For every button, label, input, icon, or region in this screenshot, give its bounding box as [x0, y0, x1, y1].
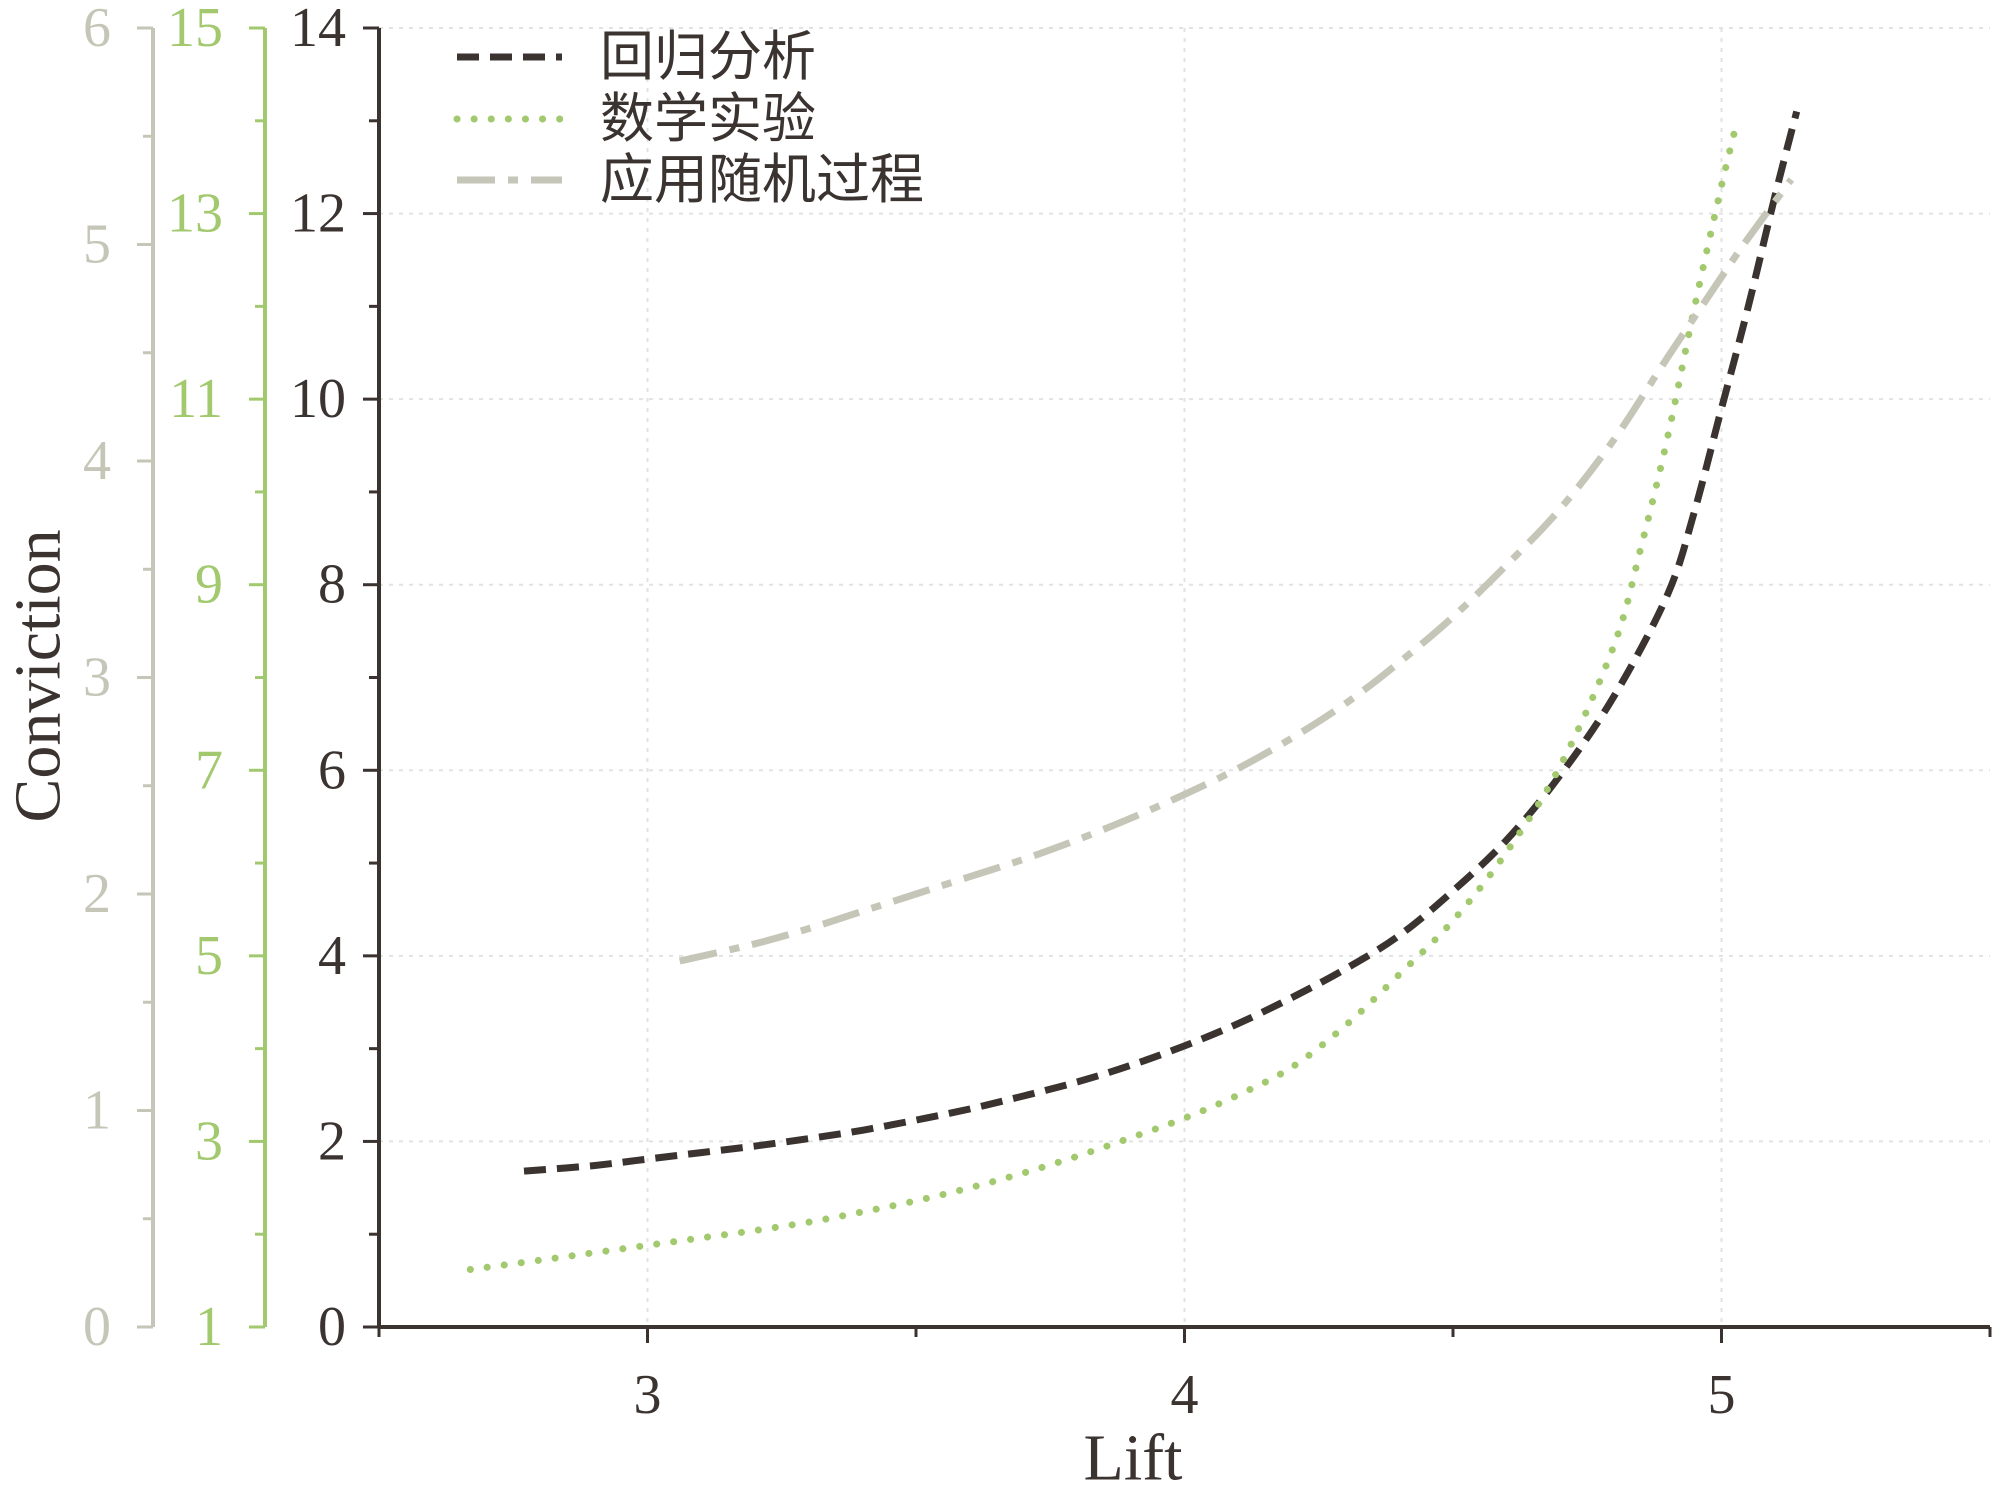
y-tick-label: 4 [83, 430, 111, 492]
y-tick-label: 14 [290, 0, 346, 59]
y-axis-1: 0 2 4 6 8 10 12 14 [290, 0, 381, 1358]
y-tick-label: 10 [290, 368, 346, 430]
y-tick-label: 8 [318, 554, 346, 616]
y-tick-label: 2 [83, 863, 111, 925]
y-tick-label: 11 [169, 368, 223, 430]
legend-label: 应用随机过程 [600, 150, 924, 210]
y-tick-label: 1 [195, 1296, 223, 1358]
y-tick-label: 0 [83, 1296, 111, 1358]
legend-label: 回归分析 [600, 27, 816, 87]
y-tick-label: 9 [195, 554, 223, 616]
y-tick-label: 13 [167, 183, 223, 245]
x-tick-label: 4 [1171, 1364, 1199, 1426]
x-axis: 3 4 5 [377, 1325, 1992, 1426]
y-tick-label: 5 [83, 214, 111, 276]
dotted-series-line [466, 126, 1739, 1273]
y-axis-3: 0 1 2 3 4 5 6 [83, 0, 155, 1358]
legend-item: 应用随机过程 [457, 150, 924, 210]
gridlines [379, 27, 1990, 1327]
series-lines [466, 110, 1801, 1273]
dashed-series-line [523, 110, 1801, 1175]
y-tick-label: 1 [83, 1080, 111, 1142]
x-tick-label: 3 [634, 1364, 662, 1426]
y-tick-label: 5 [195, 925, 223, 987]
legend-label: 数学实验 [600, 89, 816, 149]
legend-item: 数学实验 [453, 89, 816, 149]
legend-item: 回归分析 [457, 27, 816, 87]
y-tick-label: 2 [318, 1110, 346, 1172]
y-tick-label: 0 [318, 1296, 346, 1358]
y-tick-label: 3 [195, 1110, 223, 1172]
y-tick-label: 15 [167, 0, 223, 59]
y-tick-label: 6 [83, 0, 111, 59]
x-axis-title: Lift [1084, 1422, 1183, 1489]
y-tick-label: 12 [290, 183, 346, 245]
y-axis-title: Conviction [2, 529, 75, 822]
dash-dot-series-line [678, 177, 1795, 965]
y-tick-label: 6 [318, 739, 346, 801]
y-tick-label: 7 [195, 739, 223, 801]
x-tick-label: 5 [1708, 1364, 1736, 1426]
y-tick-label: 3 [83, 647, 111, 709]
y-tick-label: 4 [318, 925, 346, 987]
